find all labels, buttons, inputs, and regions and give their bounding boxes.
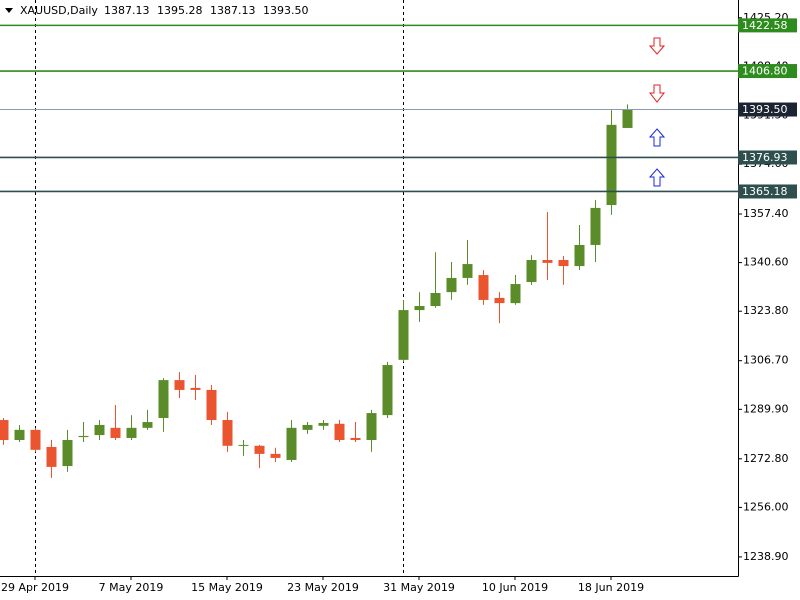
level-label: 1406.80 [742, 65, 788, 78]
candle-body [190, 387, 201, 390]
candle-body [174, 380, 185, 390]
x-tick-label: 29 Apr 2019 [1, 581, 69, 594]
level-label-box [738, 150, 797, 165]
level-label-box [738, 18, 797, 33]
level-label: 1393.50 [742, 103, 788, 116]
candle-body [206, 389, 217, 421]
candle-body [430, 292, 441, 307]
candle-body [158, 380, 169, 419]
candle-body [30, 429, 41, 450]
y-tick-label: 1272.80 [743, 452, 789, 465]
x-tick-label: 23 May 2019 [287, 581, 359, 594]
candle-body [142, 422, 153, 428]
header-value: 1395.28 [157, 4, 203, 17]
candle-body [526, 260, 537, 282]
candle-body [334, 423, 345, 440]
candle-body [606, 124, 617, 206]
candle-body [382, 365, 393, 416]
candle-body [574, 244, 585, 267]
candle-body [126, 427, 137, 438]
level-label-box [738, 64, 797, 79]
candle-body [446, 277, 457, 293]
arrow-up [648, 168, 666, 187]
candle-body [478, 275, 489, 300]
candle-body [302, 424, 313, 430]
arrow-down [648, 37, 666, 55]
x-tick-label: 31 May 2019 [383, 581, 455, 594]
candle-body [254, 445, 265, 454]
level-label-box [738, 184, 797, 199]
y-tick-label: 1256.00 [743, 500, 789, 513]
y-tick-label: 1357.40 [743, 207, 789, 220]
candle-body [94, 424, 105, 436]
x-tick-label: 10 Jun 2019 [482, 581, 548, 594]
candle-body [542, 260, 553, 263]
candle-body [238, 444, 249, 446]
x-tick-label: 18 Jun 2019 [578, 581, 644, 594]
chart-title: XAUUSD,Daily [20, 4, 98, 17]
candle-body [398, 310, 409, 360]
candle-body [270, 453, 281, 458]
candle-body [318, 422, 329, 426]
header-value: 1393.50 [263, 4, 309, 17]
candle-body [494, 297, 505, 304]
candle-body [366, 413, 377, 440]
arrow-up [648, 128, 666, 147]
header-value: 1387.13 [104, 4, 150, 17]
candle-body [286, 427, 297, 460]
level-label: 1422.58 [742, 19, 788, 32]
x-tick-label: 7 May 2019 [99, 581, 164, 594]
candle-body [46, 446, 57, 467]
y-tick-label: 1306.70 [743, 354, 789, 367]
candle-body [558, 260, 569, 267]
y-tick-label: 1289.90 [743, 402, 789, 415]
candle-body [510, 284, 521, 304]
candle-body [622, 109, 633, 128]
candle-body [222, 420, 233, 446]
level-label-box [738, 102, 797, 117]
header-value: 1387.13 [210, 4, 256, 17]
candle-body [462, 264, 473, 278]
candle-body [0, 420, 9, 440]
y-tick-label: 1323.80 [743, 304, 789, 317]
candle-body [110, 427, 121, 438]
candle-body [14, 429, 25, 440]
candle-body [414, 306, 425, 311]
header-icon [5, 8, 13, 13]
candle-body [62, 439, 73, 467]
y-tick-label: 1340.60 [743, 256, 789, 269]
level-label: 1376.93 [742, 151, 788, 164]
x-tick-label: 15 May 2019 [191, 581, 263, 594]
arrow-down [648, 84, 666, 103]
candle-body [78, 435, 89, 438]
candle-body [590, 207, 601, 245]
y-tick-label: 1238.90 [743, 550, 789, 563]
candle-body [350, 437, 361, 440]
level-label: 1365.18 [742, 185, 788, 198]
